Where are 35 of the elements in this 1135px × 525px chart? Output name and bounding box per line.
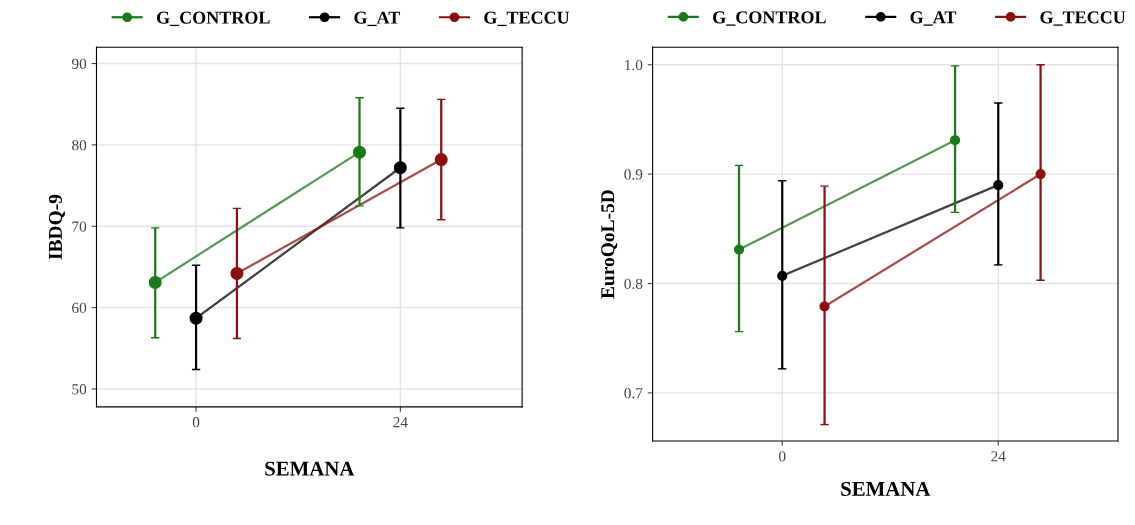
legend-label: G_CONTROL: [156, 11, 270, 27]
y-tick-label: 60: [72, 302, 87, 314]
point: [777, 270, 788, 281]
point: [819, 301, 830, 312]
legend-label: G_AT: [354, 11, 401, 27]
point: [993, 179, 1004, 191]
legend-label: G_TECCU: [484, 11, 570, 27]
x-tick-label: 24: [393, 417, 408, 428]
x-axis-title: SEMANA: [841, 481, 931, 496]
y-tick-label: 90: [71, 58, 87, 69]
legend-label: G_CONTROL: [713, 11, 826, 26]
point: [353, 145, 367, 159]
point: [949, 135, 961, 146]
x-tick-label: 0: [192, 417, 200, 428]
y-tick-label: 1.0: [625, 59, 643, 71]
legend-label: G_AT: [910, 11, 957, 26]
x-tick-label: 0: [779, 451, 786, 462]
point: [434, 153, 448, 167]
y-tick-label: 70: [72, 221, 87, 232]
point: [189, 311, 203, 325]
point: [733, 244, 745, 255]
x-tick-label: 24: [991, 451, 1006, 462]
y-tick-label: 0.8: [624, 278, 643, 290]
y-axis-title: EuroQoL-5D: [601, 190, 618, 299]
legend-label: G_TECCU: [1040, 11, 1126, 26]
x-axis-title: SEMANA: [265, 461, 355, 476]
point: [1035, 169, 1046, 180]
point: [393, 161, 407, 175]
y-axis-title: IBDQ-9: [48, 194, 65, 260]
y-tick-label: 0.9: [624, 169, 643, 180]
y-tick-label: 50: [72, 384, 87, 395]
point: [148, 275, 162, 289]
point: [230, 266, 244, 280]
y-tick-label: 80: [72, 140, 87, 151]
y-tick-label: 0.7: [624, 388, 643, 399]
